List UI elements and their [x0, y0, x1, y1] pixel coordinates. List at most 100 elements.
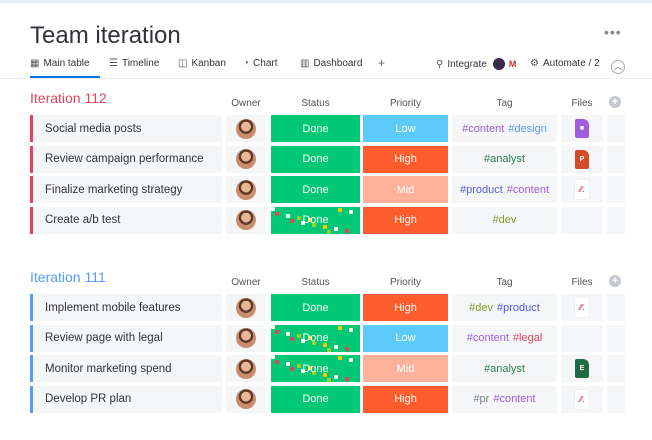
item-name[interactable]: Review page with legal — [30, 324, 222, 352]
tab-dashboard[interactable]: ▥ Dashboard — [300, 58, 362, 69]
table-row[interactable]: Review page with legal Done Low #content… — [30, 324, 625, 352]
automate-button[interactable]: ⚙ Automate / 2 — [530, 58, 600, 69]
files-cell[interactable]: ⁄⁄. — [561, 385, 603, 413]
column-header-priority[interactable]: Priority — [389, 98, 422, 109]
priority-cell[interactable]: Mid — [363, 176, 448, 203]
tag-cell[interactable]: #analyst — [452, 145, 557, 173]
column-header-tag[interactable]: Tag — [496, 98, 513, 109]
tag[interactable]: #content — [493, 393, 536, 405]
owner-cell[interactable] — [226, 385, 266, 413]
status-cell[interactable]: Done — [271, 324, 360, 352]
table-row[interactable]: Social media posts Done Low #content #des… — [30, 115, 625, 142]
table-row[interactable]: Develop PR plan Done High #pr #content ⁄⁄… — [30, 385, 625, 413]
column-header-priority[interactable]: Priority — [389, 277, 422, 288]
tag-cell[interactable]: #dev — [452, 206, 557, 234]
status-cell[interactable]: Done — [271, 176, 360, 203]
integrate-button[interactable]: ⚲ Integrate M — [436, 58, 516, 70]
files-cell[interactable]: ⁄⁄. — [561, 176, 603, 203]
table-row[interactable]: Create a/b test Done High #dev — [30, 206, 625, 234]
video-file-icon[interactable]: ■ — [575, 119, 589, 138]
collapse-header-button[interactable]: ︿ — [611, 60, 625, 74]
tag-cell[interactable]: #product #content — [452, 176, 557, 203]
item-name[interactable]: Monitor marketing spend — [30, 355, 222, 382]
add-view-button[interactable]: + — [378, 56, 386, 70]
column-header-status[interactable]: Status — [301, 277, 330, 288]
tag[interactable]: #pr — [473, 393, 490, 405]
column-header-files[interactable]: Files — [571, 277, 593, 288]
group-title[interactable]: Iteration 112 — [30, 90, 107, 106]
owner-cell[interactable] — [226, 355, 266, 382]
column-header-files[interactable]: Files — [571, 98, 593, 109]
item-name[interactable]: Finalize marketing strategy — [30, 176, 222, 203]
tab-timeline[interactable]: ☰ Timeline — [109, 58, 159, 69]
tag-cell[interactable]: #content #legal — [452, 324, 557, 352]
priority-cell[interactable]: Low — [363, 115, 448, 142]
monday-file-icon[interactable]: ⁄⁄. — [575, 389, 589, 409]
monday-file-icon[interactable]: ⁄⁄. — [575, 298, 589, 317]
confetti — [338, 356, 342, 360]
tag[interactable]: #legal — [512, 332, 543, 344]
item-name[interactable]: Implement mobile features — [30, 294, 222, 321]
priority-cell[interactable]: Low — [363, 324, 448, 352]
table-row[interactable]: Finalize marketing strategy Done Mid #pr… — [30, 176, 625, 203]
tag[interactable]: #dev — [492, 214, 517, 226]
ppt-file-icon[interactable]: P — [575, 149, 589, 169]
tab-chart[interactable]: ◔ Chart — [243, 58, 278, 69]
owner-cell[interactable] — [226, 145, 266, 173]
tag-cell[interactable]: #content #design — [452, 115, 557, 142]
tag[interactable]: #product — [497, 301, 540, 314]
table-row[interactable]: Implement mobile features Done High #dev… — [30, 294, 625, 321]
tab-kanban[interactable]: ◫ Kanban — [178, 58, 226, 69]
tag[interactable]: #content — [462, 122, 505, 135]
owner-cell[interactable] — [226, 206, 266, 234]
tag[interactable]: #analyst — [484, 362, 525, 375]
status-cell[interactable]: Done — [271, 145, 360, 173]
excel-file-icon[interactable]: E — [575, 359, 589, 378]
priority-cell[interactable]: Mid — [363, 355, 448, 382]
files-cell[interactable]: ⁄⁄. — [561, 294, 603, 321]
files-cell[interactable] — [561, 324, 603, 352]
tab-main-table[interactable]: ▦ Main table — [30, 58, 90, 69]
status-cell[interactable]: Done — [271, 355, 360, 382]
group-title[interactable]: Iteration 111 — [30, 269, 106, 285]
column-header-owner[interactable]: Owner — [231, 277, 261, 288]
monday-file-icon[interactable]: ⁄⁄. — [575, 180, 589, 199]
tag-cell[interactable]: #analyst — [452, 355, 557, 382]
tag[interactable]: #dev — [469, 301, 494, 314]
item-name[interactable]: Develop PR plan — [30, 385, 222, 413]
tag[interactable]: #analyst — [484, 153, 525, 165]
owner-cell[interactable] — [226, 115, 266, 142]
item-name[interactable]: Create a/b test — [30, 206, 222, 234]
add-column-icon[interactable]: + — [609, 96, 621, 108]
status-cell[interactable]: Done — [271, 294, 360, 321]
tag-cell[interactable]: #pr #content — [452, 385, 557, 413]
owner-cell[interactable] — [226, 324, 266, 352]
tag[interactable]: #product — [459, 183, 503, 196]
files-cell[interactable]: P — [561, 145, 603, 173]
tag-cell[interactable]: #dev #product — [452, 294, 557, 321]
owner-cell[interactable] — [226, 176, 266, 203]
priority-cell[interactable]: High — [363, 385, 448, 413]
status-cell[interactable]: Done — [271, 115, 360, 142]
add-column-icon[interactable]: + — [609, 275, 621, 287]
item-name[interactable]: Review campaign performance — [30, 145, 222, 173]
table-row[interactable]: Review campaign performance Done High #a… — [30, 145, 625, 173]
column-header-status[interactable]: Status — [301, 98, 330, 109]
priority-cell[interactable]: High — [363, 145, 448, 173]
tag[interactable]: #content — [506, 183, 549, 196]
column-header-owner[interactable]: Owner — [231, 98, 261, 109]
more-options-icon[interactable]: ••• — [604, 24, 622, 40]
table-row[interactable]: Monitor marketing spend Done Mid #analys… — [30, 355, 625, 382]
files-cell[interactable]: ■ — [561, 115, 603, 142]
status-cell[interactable]: Done — [271, 385, 360, 413]
item-name[interactable]: Social media posts — [30, 115, 222, 142]
files-cell[interactable]: E — [561, 355, 603, 382]
column-header-tag[interactable]: Tag — [496, 277, 513, 288]
files-cell[interactable] — [561, 206, 603, 234]
priority-cell[interactable]: High — [363, 294, 448, 321]
tag[interactable]: #content — [466, 332, 509, 344]
tag[interactable]: #design — [508, 122, 547, 135]
owner-cell[interactable] — [226, 294, 266, 321]
priority-cell[interactable]: High — [363, 206, 448, 234]
status-cell[interactable]: Done — [271, 206, 360, 234]
